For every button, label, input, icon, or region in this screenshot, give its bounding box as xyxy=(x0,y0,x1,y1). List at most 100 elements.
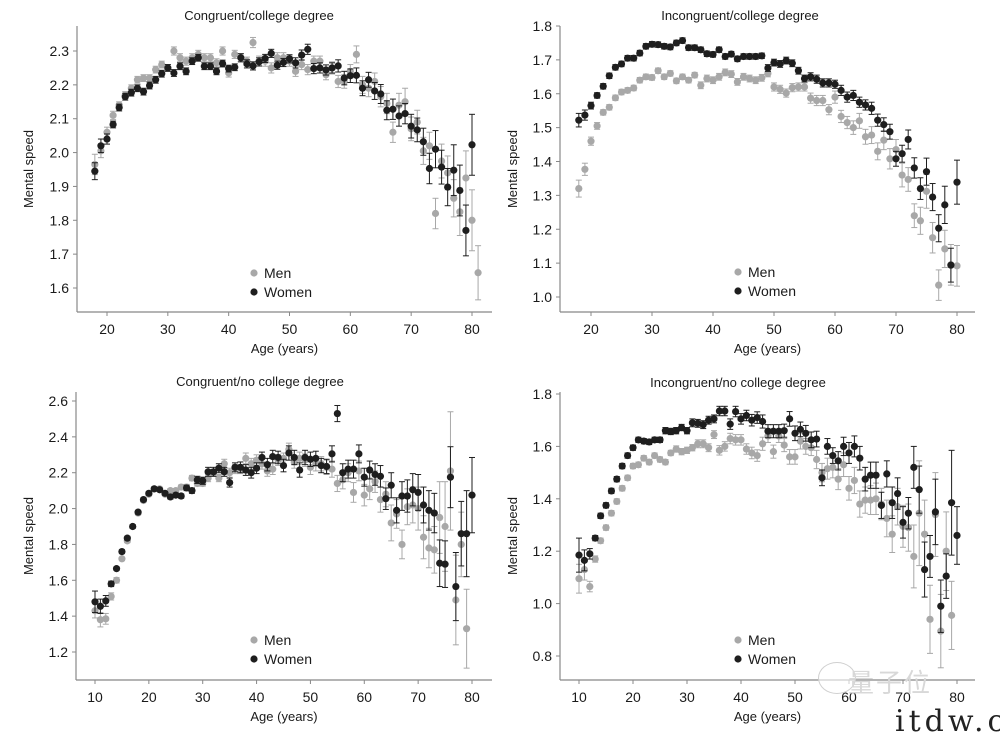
x-axis-label: Age (years) xyxy=(250,709,317,724)
data-point xyxy=(732,436,740,444)
data-point xyxy=(91,598,99,606)
y-axis-label: Mental speed xyxy=(505,130,520,208)
data-point xyxy=(769,448,778,456)
data-point xyxy=(316,64,324,72)
data-point xyxy=(437,163,446,171)
data-point xyxy=(575,116,583,124)
data-point xyxy=(648,73,656,82)
data-point xyxy=(599,82,607,90)
data-point xyxy=(431,145,440,153)
data-point xyxy=(926,615,934,623)
data-point xyxy=(654,41,662,49)
data-point xyxy=(199,477,207,485)
chart-title: Congruent/no college degree xyxy=(176,374,344,389)
legend-label-women: Women xyxy=(748,651,796,667)
data-point xyxy=(630,54,638,62)
data-point xyxy=(177,483,185,491)
data-point xyxy=(721,407,729,415)
data-point xyxy=(855,117,864,125)
data-point xyxy=(746,52,754,61)
data-point xyxy=(218,47,227,55)
x-tick-label: 20 xyxy=(625,689,641,705)
data-point xyxy=(304,66,312,74)
data-point xyxy=(886,155,894,163)
data-point xyxy=(715,46,723,54)
data-point xyxy=(597,537,605,545)
x-tick-label: 80 xyxy=(464,689,480,705)
data-point xyxy=(874,147,882,155)
y-tick-label: 1.6 xyxy=(49,572,69,588)
data-point xyxy=(395,112,403,120)
series-women xyxy=(91,43,476,257)
series-men xyxy=(91,36,482,301)
data-point xyxy=(823,465,832,473)
chart-panel-2: Incongruent/college degree 1.0 1.1 1.2 1.3 1.… xyxy=(505,8,975,356)
wechat-bubble-icon xyxy=(818,662,856,694)
data-point xyxy=(709,50,717,59)
data-point xyxy=(935,281,943,289)
data-point xyxy=(733,78,742,86)
data-point xyxy=(691,71,699,79)
data-point xyxy=(188,487,196,495)
x-tick-label: 60 xyxy=(841,689,857,705)
data-point xyxy=(941,245,949,253)
data-point xyxy=(807,73,815,81)
legend-label-men: Men xyxy=(264,632,291,648)
data-point xyxy=(200,62,208,70)
data-point xyxy=(118,555,126,563)
data-point xyxy=(267,64,275,72)
data-point xyxy=(929,193,937,201)
data-point xyxy=(383,106,391,114)
data-point xyxy=(225,65,233,73)
data-point xyxy=(770,58,778,67)
data-point xyxy=(915,486,923,494)
data-point xyxy=(419,533,428,541)
data-point xyxy=(739,73,748,81)
data-point xyxy=(618,484,626,492)
data-point xyxy=(425,142,434,150)
data-point xyxy=(883,470,891,478)
data-point xyxy=(226,478,234,487)
data-point xyxy=(364,76,373,84)
data-point xyxy=(921,530,929,538)
data-point xyxy=(371,87,379,95)
data-point xyxy=(953,178,961,186)
data-point xyxy=(678,423,686,432)
data-point xyxy=(115,103,123,112)
data-point xyxy=(759,440,767,448)
data-point xyxy=(188,57,196,65)
data-point xyxy=(867,471,875,479)
data-point xyxy=(910,164,918,172)
data-point xyxy=(888,499,896,507)
data-point xyxy=(697,81,705,89)
data-point xyxy=(328,64,336,72)
data-point xyxy=(279,454,288,462)
data-point xyxy=(678,73,687,81)
data-point xyxy=(200,54,208,62)
data-point xyxy=(261,54,269,63)
data-point xyxy=(317,461,325,470)
data-point xyxy=(306,455,315,463)
data-point xyxy=(617,60,626,68)
data-point xyxy=(242,466,250,474)
y-tick-label: 1.6 xyxy=(533,86,553,102)
data-point xyxy=(796,425,805,433)
data-point xyxy=(770,83,778,91)
data-point xyxy=(170,69,178,77)
data-point xyxy=(758,52,766,60)
data-point xyxy=(640,454,648,462)
data-point xyxy=(640,437,648,445)
data-point xyxy=(825,79,833,87)
data-point xyxy=(176,62,184,70)
y-tick-label: 1.2 xyxy=(533,221,553,237)
data-point xyxy=(360,491,368,499)
data-point xyxy=(709,76,717,84)
data-point xyxy=(666,69,674,78)
data-point xyxy=(407,122,415,130)
data-point xyxy=(419,138,427,146)
data-point xyxy=(807,436,815,444)
data-point xyxy=(133,84,142,92)
x-tick-label: 50 xyxy=(282,321,298,337)
data-point xyxy=(935,224,943,232)
data-point xyxy=(127,89,135,97)
